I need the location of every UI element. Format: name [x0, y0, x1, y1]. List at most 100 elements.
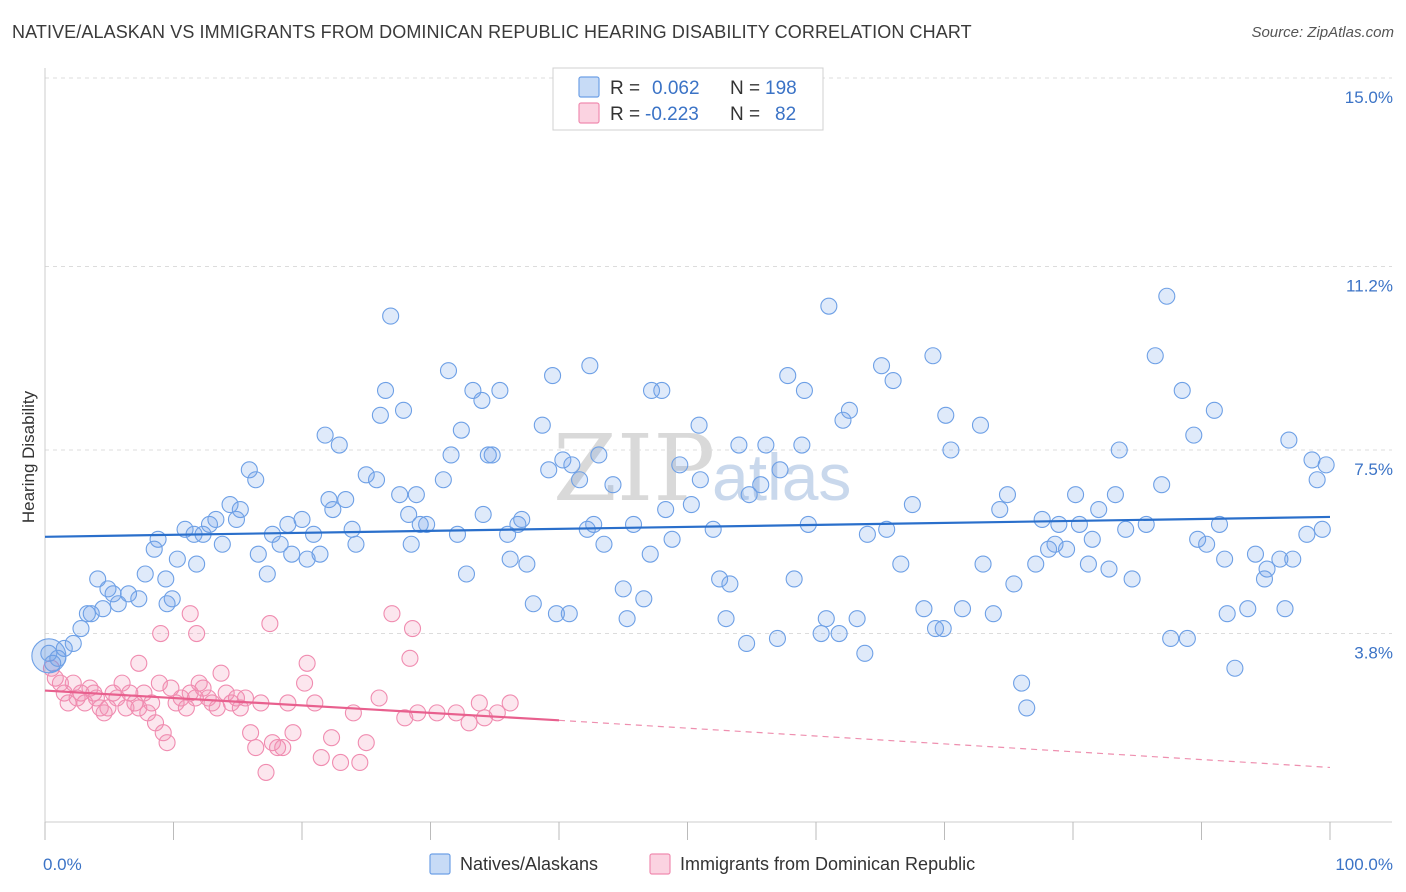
pink-point — [470, 694, 488, 712]
blue-point — [563, 456, 581, 474]
blue-point — [671, 456, 689, 474]
blue-point — [840, 401, 858, 419]
top-legend: R = 0.062 N = 198 R = -0.223 N = 82 — [552, 67, 824, 131]
blue-point — [595, 535, 613, 553]
legend-r-label-1: R = — [610, 78, 640, 99]
x-tick-label-0: 0.0% — [43, 855, 82, 874]
blue-point — [320, 491, 338, 509]
blue-point — [188, 555, 206, 573]
blue-point — [1280, 431, 1298, 449]
blue-point — [858, 525, 876, 543]
pink-point — [460, 714, 478, 732]
blue-point — [1058, 540, 1076, 558]
blue-point — [1110, 441, 1128, 459]
blue-point — [1033, 510, 1051, 528]
blue-point — [771, 461, 789, 479]
blue-point — [1173, 381, 1191, 400]
blue-point — [109, 595, 127, 613]
blue-point — [99, 580, 117, 598]
pink-point — [154, 724, 172, 742]
legend-n-value-2: 82 — [775, 104, 796, 125]
pink-point — [181, 605, 199, 623]
blue-point — [924, 347, 942, 365]
blue-point — [330, 436, 348, 454]
blue-point — [657, 500, 675, 519]
blue-point — [1218, 605, 1236, 623]
blue-point — [157, 570, 175, 588]
pink-point — [370, 689, 388, 707]
y-axis-label: Hearing Disability — [19, 390, 38, 523]
pink-point — [152, 624, 170, 643]
legend-swatch-blue — [578, 76, 600, 98]
blue-point — [1298, 525, 1316, 543]
blue-point — [407, 486, 425, 504]
blue-point — [1276, 600, 1294, 618]
legend-n-label-1: N = — [730, 78, 760, 99]
blue-point — [249, 545, 267, 563]
blue-point — [72, 620, 90, 638]
blue-point — [1005, 575, 1023, 593]
blue-point — [1216, 550, 1234, 568]
blue-point — [721, 575, 739, 593]
blue-point — [998, 486, 1017, 504]
pink-point — [263, 734, 281, 752]
y-tick-labels: 3.8% 7.5% 11.2% 15.0% — [1345, 88, 1393, 663]
blue-point — [448, 525, 467, 543]
trend-lines — [44, 515, 1331, 769]
blue-point — [711, 570, 729, 588]
blue-point — [830, 624, 848, 643]
blue-point — [1255, 570, 1274, 588]
blue-point — [337, 491, 355, 509]
blue-point — [730, 436, 748, 454]
blue-point — [376, 381, 395, 400]
blue-point — [1070, 515, 1088, 533]
blue-point — [544, 367, 562, 385]
blue-point — [104, 585, 122, 603]
blue-point — [136, 565, 154, 583]
pink-point — [323, 729, 341, 747]
blue-point — [418, 515, 436, 533]
blue-point — [316, 426, 334, 444]
series-immigrants-dominican-republic — [42, 605, 519, 781]
blue-point — [89, 570, 107, 588]
blue-point — [473, 391, 491, 409]
trend-line-dominican-extrapolated — [558, 719, 1331, 769]
blue-point — [207, 510, 225, 528]
pink-point — [46, 669, 64, 687]
blue-point — [119, 585, 138, 603]
blue-point — [740, 486, 758, 504]
blue-point — [1018, 699, 1036, 717]
trend-line-natives — [44, 515, 1331, 538]
pink-point — [396, 709, 414, 727]
pink-point — [403, 620, 422, 638]
blue-point — [434, 471, 452, 489]
blue-point — [158, 595, 176, 613]
blue-point — [1317, 456, 1335, 474]
blue-point — [641, 545, 659, 563]
blue-point — [1284, 550, 1302, 568]
blue-point — [738, 634, 756, 652]
blue-point — [513, 510, 531, 528]
blue-point — [785, 570, 803, 588]
blue-point — [391, 486, 409, 504]
blue-point — [213, 535, 231, 553]
legend-n-value-1: 198 — [765, 78, 797, 99]
pink-point — [274, 739, 292, 757]
blue-point — [298, 550, 316, 568]
blue-point — [1083, 530, 1101, 548]
blue-point — [474, 505, 492, 524]
blue-point — [1090, 500, 1108, 519]
pink-point — [298, 654, 316, 672]
blue-point — [524, 595, 542, 613]
blue-point — [1106, 486, 1124, 504]
blue-point — [795, 381, 813, 400]
blue-point — [145, 540, 163, 558]
bottom-legend-swatch-blue — [429, 853, 451, 875]
pink-point — [312, 748, 330, 767]
blue-point — [1050, 515, 1068, 533]
y-tick-label-1: 7.5% — [1354, 460, 1393, 479]
y-tick-label-3: 15.0% — [1345, 88, 1393, 107]
blue-point — [518, 555, 536, 573]
blue-point — [163, 590, 181, 608]
blue-point — [283, 545, 301, 563]
